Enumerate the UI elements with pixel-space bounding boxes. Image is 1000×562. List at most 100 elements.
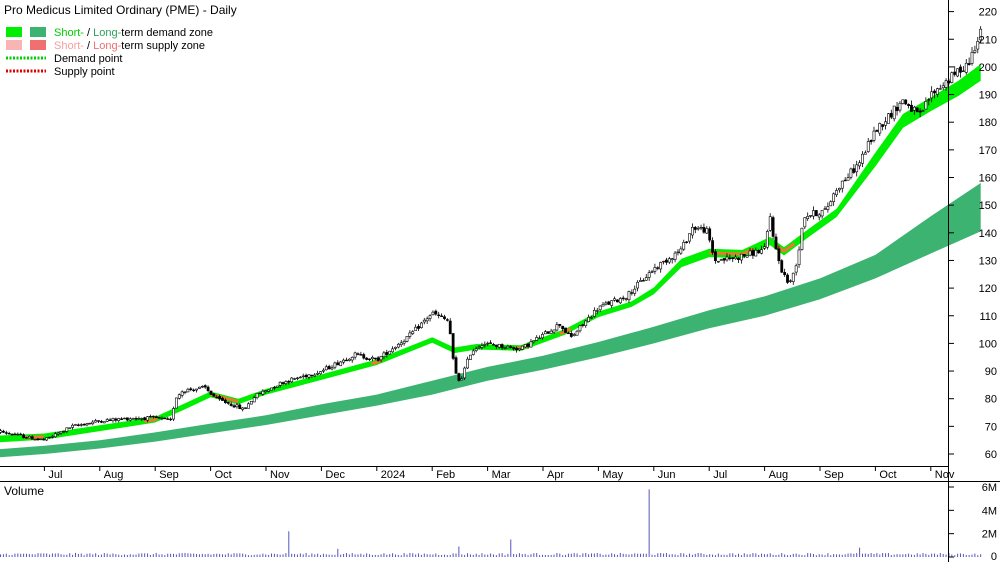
candle [682,239,686,251]
candle [967,57,971,66]
candle [872,126,876,143]
candle [0,428,2,435]
candle [445,318,449,322]
candle [846,173,850,181]
candle [125,417,129,422]
candle [241,407,245,412]
candle [621,295,625,301]
candle [725,253,729,262]
candle [708,226,712,243]
candle [535,335,539,341]
candle [391,346,394,353]
candle [780,259,784,274]
candle [936,87,939,98]
price-tick-label: 60 [985,449,997,461]
candle [561,325,565,332]
candle [924,97,928,110]
candle [907,103,910,109]
candle [503,346,507,350]
candle [843,177,847,182]
legend-label: Short- / Long-term supply zone [54,40,205,52]
candle [36,437,40,441]
candle [39,438,43,441]
candle [140,417,144,422]
candle [22,433,25,439]
candle [699,224,703,231]
candle [944,78,948,91]
candle [169,417,173,421]
candle [466,356,469,370]
price-tick-label: 90 [985,366,997,378]
candle [572,332,576,337]
candle [716,260,720,263]
candle [826,202,830,213]
candle [347,358,351,362]
time-tick-label: Feb [436,469,455,481]
candle [512,346,516,351]
candle [198,386,201,389]
candle [690,223,694,239]
candle [927,97,931,106]
candle [226,401,230,405]
chart-title: Pro Medicus Limited Ordinary (PME) - Dai… [4,3,237,17]
candle [120,417,124,421]
legend-label: Short- / Long-term demand zone [54,27,213,39]
candle [869,139,873,145]
candle [249,400,253,405]
candle [469,354,472,361]
candle [117,417,121,423]
candle [889,109,893,120]
candle [592,307,596,318]
legend-swatch-long [30,40,46,50]
candle [10,433,14,436]
candle [154,415,158,419]
supply-segment [370,358,383,366]
candle [670,257,674,264]
candle [774,233,778,250]
candle [298,376,302,379]
candle [143,416,147,421]
time-tick-label: Sep [159,469,179,481]
candle [520,345,524,351]
candle [53,431,57,438]
candle [278,381,282,388]
price-tick-label: 220 [979,7,997,19]
candle [385,349,389,358]
time-tick-label: 2024 [381,469,405,481]
candle [613,296,616,302]
candle [189,387,193,392]
candle [192,388,196,392]
candle [267,389,271,393]
price-tick-label: 70 [985,421,997,433]
candle [382,350,386,360]
candle [875,129,879,132]
candle [806,212,810,221]
candle [157,416,161,420]
price-tick-label: 100 [979,338,997,350]
candle [549,328,553,334]
candle [711,237,714,255]
legend-swatch-short [6,40,22,50]
candle [48,436,51,439]
candle [261,389,265,396]
candle [94,418,98,423]
candle [578,324,582,333]
candle [166,417,170,420]
time-tick-label: Nov [270,469,290,481]
candle [434,309,438,316]
candle [270,387,273,391]
candle [42,437,46,441]
candle [679,246,683,255]
candle [16,432,20,436]
candle [353,351,357,360]
candle [365,357,369,361]
candle [866,138,870,153]
candle [892,105,896,122]
candle [786,273,789,284]
candle [492,342,495,346]
candle [633,285,637,297]
candle [350,356,354,363]
candle [641,278,645,282]
candle [27,435,31,439]
candle [607,300,611,306]
